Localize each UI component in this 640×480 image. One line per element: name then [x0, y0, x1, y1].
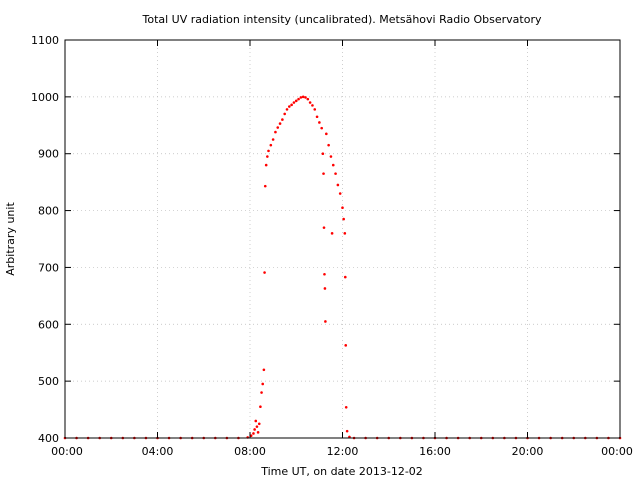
y-tick-label: 600 [38, 318, 59, 331]
data-point [336, 183, 340, 187]
x-tick-label: 08:00 [234, 445, 266, 458]
data-point [313, 108, 317, 111]
data-point [292, 101, 296, 104]
data-point [255, 425, 259, 428]
data-point [321, 152, 325, 156]
data-point [278, 122, 282, 125]
data-point [304, 96, 307, 99]
data-point [285, 108, 289, 111]
x-tick-label: 12:00 [327, 445, 359, 458]
data-point [343, 232, 347, 235]
data-point [274, 130, 277, 134]
data-point [343, 275, 347, 279]
data-point [322, 172, 325, 175]
data-point [290, 103, 293, 107]
data-point [276, 126, 280, 129]
data-point [306, 97, 310, 101]
x-axis-label: Time UT, on date 2013-12-02 [260, 465, 423, 478]
data-point [325, 132, 328, 136]
data-point [262, 368, 266, 372]
y-tick-label: 1000 [31, 91, 59, 104]
x-axis-ticks: 00:00 04:00 08:00 12:00 16:00 20:00 00:00 [51, 40, 633, 458]
data-point [261, 382, 265, 386]
data-point [269, 143, 273, 147]
y-axis-label: Arbitrary unit [4, 202, 17, 276]
data-point [331, 163, 335, 167]
data-point [344, 405, 348, 409]
x-tick-label: 20:00 [512, 445, 544, 458]
data-point [283, 112, 286, 116]
data-point [294, 99, 298, 103]
data-point [330, 232, 334, 235]
y-tick-label: 400 [38, 432, 59, 445]
data-point [327, 143, 330, 147]
data-point [281, 118, 284, 121]
data-point [338, 192, 342, 195]
data-point [324, 320, 327, 323]
data-point [323, 287, 327, 290]
data-point [299, 96, 303, 99]
y-tick-label: 700 [38, 261, 59, 274]
y-axis-ticks: 400 500 600 700 800 900 1000 1100 [31, 34, 620, 445]
x-tick-label: 16:00 [419, 445, 451, 458]
grid-lines [65, 40, 620, 438]
y-tick-label: 500 [38, 375, 59, 388]
data-point [301, 95, 305, 99]
data-point [315, 115, 319, 119]
y-tick-label: 1100 [31, 34, 59, 47]
data-point [249, 434, 253, 438]
data-point [252, 432, 255, 435]
data-point [263, 271, 266, 274]
data-point [263, 184, 267, 188]
data-point [257, 422, 261, 426]
data-point [320, 126, 323, 130]
data-point [253, 428, 256, 431]
data-point [264, 163, 268, 167]
data-point [318, 121, 321, 124]
data-points [63, 95, 622, 440]
x-tick-label: 00:00 [51, 445, 83, 458]
y-tick-label: 900 [38, 148, 59, 161]
data-point [323, 272, 326, 276]
data-point [254, 419, 258, 423]
x-tick-label: 04:00 [142, 445, 174, 458]
data-point [266, 155, 269, 158]
data-point [259, 405, 262, 409]
data-point [260, 391, 263, 394]
plot-frame [64, 39, 621, 439]
data-point [288, 105, 291, 108]
chart-title: Total UV radiation intensity (uncalibrat… [142, 13, 542, 26]
data-point [329, 155, 333, 158]
data-point [267, 149, 270, 153]
data-point [341, 206, 344, 210]
data-point [334, 172, 337, 175]
data-point [342, 217, 345, 221]
data-point [345, 429, 349, 433]
data-point [308, 101, 312, 104]
data-point [256, 431, 260, 434]
data-point [297, 97, 300, 101]
data-point [271, 138, 275, 141]
y-tick-label: 800 [38, 205, 59, 218]
data-point [344, 344, 348, 347]
x-tick-label: 00:00 [601, 445, 633, 458]
data-point [322, 226, 326, 229]
data-point [311, 104, 314, 107]
